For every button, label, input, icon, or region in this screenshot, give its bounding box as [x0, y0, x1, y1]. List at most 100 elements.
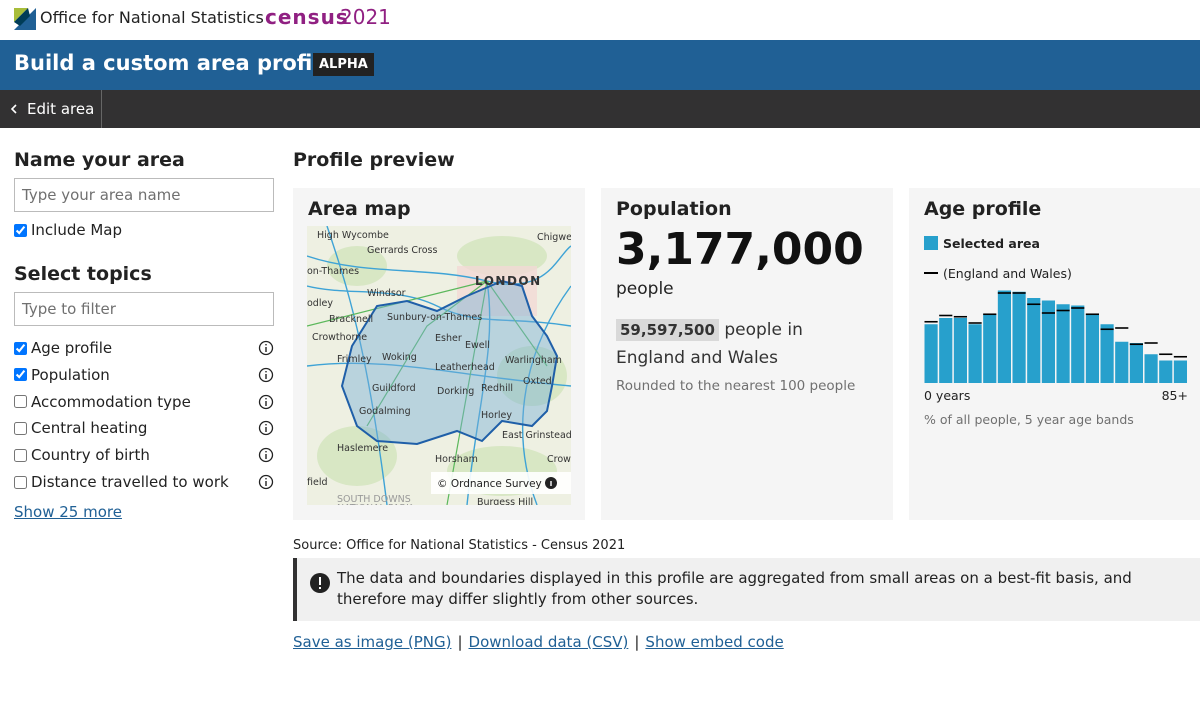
bar: [1085, 314, 1099, 383]
option-label: Central heating: [31, 419, 148, 438]
info-icon[interactable]: [258, 340, 274, 356]
checkbox[interactable]: [14, 475, 27, 489]
top-header: Office for National Statistics census 20…: [0, 0, 1200, 40]
name-input[interactable]: Type your area name: [14, 178, 274, 212]
checkbox[interactable]: [14, 395, 27, 409]
bar: [939, 318, 953, 383]
place-label: Chigwe: [537, 232, 571, 243]
warning-icon: [310, 573, 330, 593]
info-icon[interactable]: [258, 367, 274, 383]
census-year: 2021: [340, 5, 391, 29]
page-title: Build a custom area profile: [14, 51, 334, 75]
road: [486, 280, 548, 367]
place-label: on-Thames: [307, 266, 359, 277]
option-label: Distance travelled to work: [31, 473, 229, 491]
place-label: Leatherhead: [435, 362, 495, 373]
road: [466, 280, 491, 505]
link[interactable]: Show embed code: [645, 633, 784, 651]
bar: [1144, 354, 1158, 383]
place-label: odley: [307, 298, 333, 309]
place-label: Horsham: [435, 454, 478, 465]
rounding-note: Rounded to the nearest 100 people: [616, 378, 856, 394]
place-label: Crowthorne: [312, 332, 367, 343]
place-label: High Wycombe: [317, 230, 389, 241]
chart-caption: % of all people, 5 year age bands: [924, 412, 1134, 427]
place-label: Warlingham: [505, 355, 562, 366]
option-label: Accommodation type: [31, 392, 191, 411]
place-label: Sunbury-on-Thames: [387, 312, 482, 323]
bar: [968, 324, 982, 383]
population-value: 3,177,000: [616, 224, 864, 275]
icon-stem: [265, 400, 267, 406]
woodland: [327, 246, 387, 286]
show-more-link[interactable]: Show 25 more: [14, 503, 122, 521]
road: [307, 285, 571, 327]
option-label: Population: [31, 365, 110, 384]
info-icon[interactable]: [258, 447, 274, 463]
place-label: Frimley: [337, 354, 372, 365]
place-label: SOUTH DOWNS: [337, 494, 411, 505]
bar: [1173, 360, 1187, 383]
woodland: [497, 346, 567, 406]
bar: [953, 318, 967, 383]
title-bar: Build a custom area profile ALPHA: [0, 40, 1200, 90]
place-label: NATIONAL PARK: [337, 503, 413, 505]
icon-stem: [265, 373, 267, 379]
age-card: Age profile Selected area (England and Wa…: [909, 188, 1200, 520]
icon-stem: [265, 347, 267, 352]
topic-option[interactable]: Accommodation type: [14, 393, 191, 411]
bar: [1071, 305, 1085, 383]
filter-input[interactable]: Type to filter: [14, 292, 274, 326]
topic-option[interactable]: Age profile: [14, 339, 112, 357]
x-tick-label: 0 years: [924, 388, 970, 403]
info-icon[interactable]: [258, 474, 274, 490]
icon-dot: [265, 478, 267, 480]
ons-name: Office for National Statistics: [40, 8, 264, 27]
link[interactable]: Save as image (PNG): [293, 633, 452, 651]
topics-heading: Select topics: [14, 263, 152, 285]
attribution: © Ordnance Survey: [437, 478, 542, 490]
topic-option[interactable]: Population: [14, 366, 110, 384]
place-label: LONDON: [475, 274, 542, 288]
topic-option[interactable]: Country of birth: [14, 446, 150, 464]
source: Source: Office for National Statistics -…: [293, 538, 626, 553]
map-card: Area map High Wycombe Gerrards Cross Chigw…: [293, 188, 585, 520]
option-label: Include Map: [31, 221, 123, 239]
back-chevron: [10, 104, 17, 114]
card-title: Age profile: [924, 198, 1042, 220]
alpha-badge: ALPHA: [313, 53, 374, 76]
checkbox[interactable]: [14, 421, 27, 435]
link[interactable]: Download data (CSV): [468, 633, 629, 651]
icon-circle: [258, 421, 274, 436]
place-label: Oxted: [523, 376, 552, 387]
road: [307, 362, 571, 387]
area-map[interactable]: High Wycombe Gerrards Cross Chigwe on-Thame…: [307, 226, 571, 505]
info-icon[interactable]: [258, 394, 274, 410]
legend-label: Selected area: [943, 236, 1040, 251]
comparison-text: people in England and Wales: [616, 320, 803, 368]
bar: [1012, 291, 1026, 383]
ons-logo: [14, 8, 36, 30]
bar: [1115, 341, 1129, 383]
checkbox[interactable]: [14, 223, 27, 237]
checkbox[interactable]: [14, 341, 27, 355]
place-label: Gerrards Cross: [367, 245, 438, 256]
place-label: Guildford: [372, 383, 416, 394]
topic-option[interactable]: Distance travelled to work: [14, 473, 229, 491]
checkbox[interactable]: [14, 368, 27, 382]
icon-stem: [265, 427, 267, 433]
include-map-option[interactable]: Include Map: [14, 221, 122, 239]
place-label: Burgess Hill: [477, 497, 533, 505]
edit-area-button[interactable]: Edit area: [0, 90, 102, 128]
place-label: East Grinstead: [502, 430, 571, 441]
place-label: Windsor: [367, 288, 406, 299]
topic-option[interactable]: Central heating: [14, 419, 147, 437]
checkbox[interactable]: [14, 448, 27, 462]
info-icon[interactable]: [258, 420, 274, 436]
preview-heading: Profile preview: [293, 149, 455, 171]
bar: [1056, 304, 1070, 383]
road: [326, 226, 388, 505]
comparison: 59,597,500 people in England and Wales: [616, 316, 866, 372]
notice-text: The data and boundaries displayed in thi…: [337, 569, 1132, 608]
